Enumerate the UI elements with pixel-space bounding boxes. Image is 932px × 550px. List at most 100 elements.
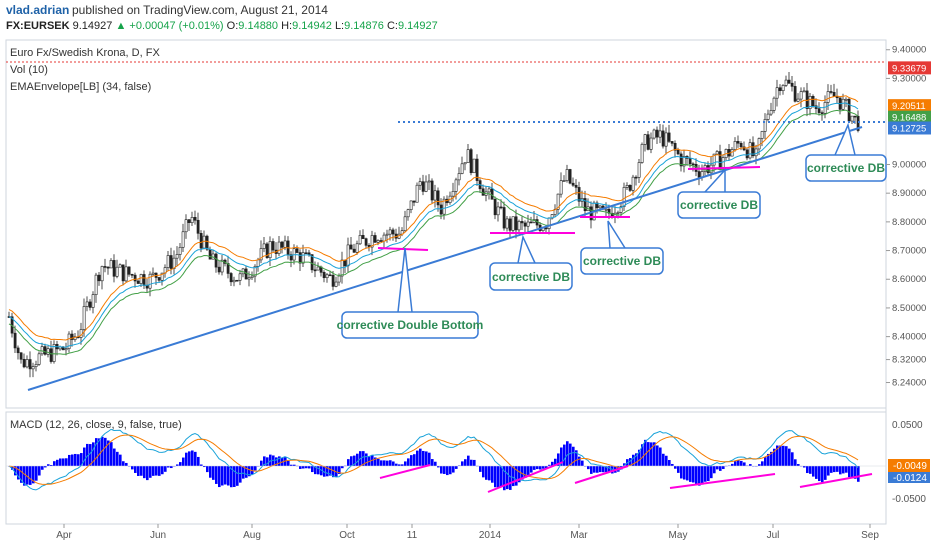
callout-text-db3: corrective DB — [680, 198, 758, 212]
candle-body — [352, 248, 356, 253]
candle-body — [376, 240, 380, 243]
vol-label: Vol (10) — [10, 64, 48, 76]
candle-body — [19, 352, 23, 360]
candle-body — [463, 162, 467, 165]
candle-body — [133, 274, 137, 282]
macd-histogram-bar — [332, 466, 335, 478]
macd-histogram-bar — [32, 466, 35, 484]
candle-body — [835, 96, 839, 99]
macd-label: MACD (12, 26, close, 9, false, true) — [10, 419, 182, 431]
candle-body — [640, 144, 644, 163]
callout-box-db2[interactable] — [580, 247, 664, 275]
macd-histogram-bar — [398, 464, 401, 466]
macd-histogram-bar — [395, 463, 398, 466]
candle-body — [382, 234, 386, 242]
candle-body — [661, 130, 665, 147]
candle-body — [112, 260, 116, 277]
candle-body — [232, 279, 236, 283]
macd-histogram-bar — [557, 453, 560, 466]
price-badge — [888, 61, 931, 75]
candle-body — [43, 346, 47, 355]
callout-box-db-main[interactable] — [341, 311, 479, 339]
macd-histogram-bar — [311, 466, 314, 473]
candle-body — [196, 219, 200, 234]
candle-body — [106, 266, 110, 269]
macd-histogram-bar — [587, 466, 590, 470]
candle-body — [358, 235, 362, 245]
macd-histogram-bar — [134, 466, 137, 473]
candle-body — [220, 259, 224, 273]
macd-histogram-bar — [836, 466, 839, 472]
author-link[interactable]: vlad.adrian — [6, 3, 70, 17]
candle-body — [406, 209, 410, 218]
macd-histogram-bar — [488, 466, 491, 481]
macd-histogram-bar — [20, 466, 23, 483]
candle-body — [13, 332, 17, 349]
candle-body — [82, 306, 86, 330]
candle-body — [208, 248, 212, 260]
candle-body — [325, 274, 329, 279]
candle-body — [559, 180, 563, 195]
macd-histogram-bar — [770, 451, 773, 466]
candle-body — [46, 348, 50, 355]
callout-box-db1[interactable] — [489, 262, 573, 291]
candle-body — [829, 91, 833, 93]
price-badge-text: 9.20511 — [892, 101, 926, 112]
candle-body — [373, 235, 377, 243]
macd-histogram-bar — [269, 454, 272, 466]
candle-body — [583, 198, 587, 212]
macd-histogram-bar — [518, 466, 521, 483]
ema-label: EMAEnvelope[LB] (34, false) — [10, 81, 151, 93]
candle-body — [91, 294, 95, 308]
macd-histogram-bar — [623, 463, 626, 466]
macd-histogram-bar — [671, 463, 674, 466]
candle-body — [205, 235, 209, 250]
candle-body — [97, 274, 101, 282]
candle-body — [85, 301, 89, 307]
candle-body — [346, 244, 350, 267]
price-tick-label: 8.80000 — [892, 217, 926, 228]
candle-body — [424, 181, 428, 192]
ema-mid-line — [8, 102, 859, 348]
candle-body — [715, 151, 719, 155]
macd-histogram-bar — [569, 443, 572, 466]
macd-histogram-bar — [380, 460, 383, 466]
candle-body — [184, 219, 188, 233]
macd-histogram-bar — [230, 466, 233, 488]
open-value: 9.14880 — [238, 20, 279, 32]
candle-body — [385, 233, 389, 236]
candle-body — [673, 143, 677, 151]
macd-histogram-bar — [821, 466, 824, 483]
price-tick-label: 8.32000 — [892, 355, 926, 366]
symbol-label[interactable]: FX:EURSEK — [6, 20, 70, 32]
candle-body — [337, 275, 341, 283]
candle-body — [745, 149, 749, 159]
callout-text-db-main: corrective Double Bottom — [337, 318, 484, 332]
candle-body — [619, 206, 623, 213]
macd-histogram-bar — [713, 466, 716, 474]
candle-body — [412, 200, 416, 203]
candle-body — [67, 333, 71, 349]
candle-body — [25, 359, 29, 368]
macd-histogram-bar — [857, 466, 860, 482]
macd-histogram-bar — [107, 440, 110, 466]
macd-histogram-bar — [164, 466, 167, 472]
uptrend-line[interactable] — [27, 126, 863, 391]
candle-body — [334, 281, 338, 287]
macd-histogram-bar — [188, 451, 191, 466]
price-change: ▲ +0.00047 (+0.01%) — [115, 20, 224, 32]
callout-box-db4[interactable] — [805, 154, 887, 182]
candle-body — [628, 185, 632, 191]
macd-histogram-bar — [284, 457, 287, 466]
macd-histogram-bar — [446, 466, 449, 476]
macd-histogram-bar — [71, 454, 74, 466]
candle-body — [421, 181, 425, 192]
close-value: 9.14927 — [397, 20, 438, 32]
candle-body — [142, 274, 146, 286]
main-panel-title: Euro Fx/Swedish Krona, D, FX — [10, 47, 160, 59]
macd-histogram-bar — [233, 466, 236, 487]
candle-body — [841, 98, 845, 110]
macd-histogram-bar — [341, 466, 344, 469]
callout-box-db3[interactable] — [677, 191, 761, 219]
